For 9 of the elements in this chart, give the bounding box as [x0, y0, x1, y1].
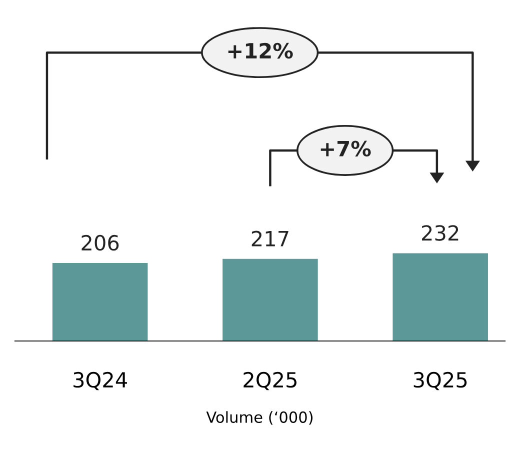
x-tick-label: 2Q25	[244, 372, 296, 390]
x-tick-label: 3Q24	[74, 372, 127, 390]
text: +7%	[320, 140, 371, 157]
x-tick-label: 3Q25	[414, 372, 467, 390]
data-label: 217	[252, 230, 288, 246]
data-label: 232	[422, 225, 458, 241]
x-axis-title: Volume (‘000)	[206, 411, 312, 425]
data-label: 206	[82, 234, 119, 251]
text: +12%	[228, 42, 293, 59]
